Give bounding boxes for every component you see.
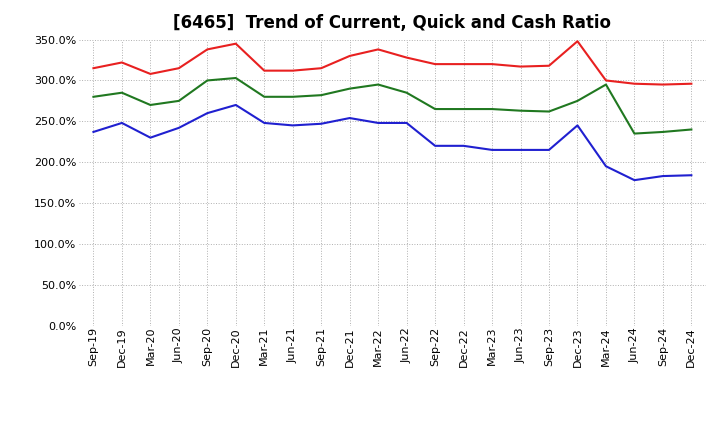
Cash Ratio xyxy=(459,143,468,148)
Quick Ratio xyxy=(146,103,155,108)
Current Ratio xyxy=(659,82,667,87)
Current Ratio xyxy=(260,68,269,73)
Line: Quick Ratio: Quick Ratio xyxy=(94,78,691,134)
Cash Ratio xyxy=(89,129,98,135)
Cash Ratio xyxy=(346,115,354,121)
Current Ratio xyxy=(487,62,496,67)
Quick Ratio xyxy=(687,127,696,132)
Quick Ratio xyxy=(232,75,240,81)
Current Ratio xyxy=(630,81,639,86)
Quick Ratio xyxy=(431,106,439,112)
Cash Ratio xyxy=(117,120,126,125)
Current Ratio xyxy=(431,62,439,67)
Current Ratio xyxy=(602,78,611,83)
Cash Ratio xyxy=(232,103,240,108)
Quick Ratio xyxy=(630,131,639,136)
Cash Ratio xyxy=(545,147,554,153)
Current Ratio xyxy=(545,63,554,68)
Line: Current Ratio: Current Ratio xyxy=(94,41,691,84)
Quick Ratio xyxy=(117,90,126,95)
Quick Ratio xyxy=(260,94,269,99)
Quick Ratio xyxy=(516,108,525,114)
Cash Ratio xyxy=(317,121,325,126)
Current Ratio xyxy=(317,66,325,71)
Current Ratio xyxy=(289,68,297,73)
Quick Ratio xyxy=(203,78,212,83)
Quick Ratio xyxy=(602,82,611,87)
Cash Ratio xyxy=(602,164,611,169)
Current Ratio xyxy=(374,47,382,52)
Current Ratio xyxy=(146,71,155,77)
Quick Ratio xyxy=(402,90,411,95)
Current Ratio xyxy=(117,60,126,65)
Quick Ratio xyxy=(374,82,382,87)
Cash Ratio xyxy=(687,172,696,178)
Quick Ratio xyxy=(573,98,582,103)
Cash Ratio xyxy=(516,147,525,153)
Cash Ratio xyxy=(402,120,411,125)
Cash Ratio xyxy=(260,120,269,125)
Cash Ratio xyxy=(573,123,582,128)
Quick Ratio xyxy=(289,94,297,99)
Cash Ratio xyxy=(374,120,382,125)
Line: Cash Ratio: Cash Ratio xyxy=(94,105,691,180)
Current Ratio xyxy=(89,66,98,71)
Current Ratio xyxy=(174,66,183,71)
Current Ratio xyxy=(687,81,696,86)
Quick Ratio xyxy=(317,92,325,98)
Quick Ratio xyxy=(545,109,554,114)
Current Ratio xyxy=(573,39,582,44)
Quick Ratio xyxy=(89,94,98,99)
Quick Ratio xyxy=(459,106,468,112)
Current Ratio xyxy=(346,53,354,59)
Cash Ratio xyxy=(174,125,183,131)
Title: [6465]  Trend of Current, Quick and Cash Ratio: [6465] Trend of Current, Quick and Cash … xyxy=(174,15,611,33)
Cash Ratio xyxy=(487,147,496,153)
Current Ratio xyxy=(203,47,212,52)
Current Ratio xyxy=(516,64,525,69)
Current Ratio xyxy=(402,55,411,60)
Quick Ratio xyxy=(659,129,667,135)
Cash Ratio xyxy=(289,123,297,128)
Quick Ratio xyxy=(174,98,183,103)
Cash Ratio xyxy=(203,110,212,116)
Cash Ratio xyxy=(146,135,155,140)
Quick Ratio xyxy=(346,86,354,91)
Current Ratio xyxy=(459,62,468,67)
Quick Ratio xyxy=(487,106,496,112)
Current Ratio xyxy=(232,41,240,46)
Cash Ratio xyxy=(630,177,639,183)
Cash Ratio xyxy=(659,173,667,179)
Cash Ratio xyxy=(431,143,439,148)
